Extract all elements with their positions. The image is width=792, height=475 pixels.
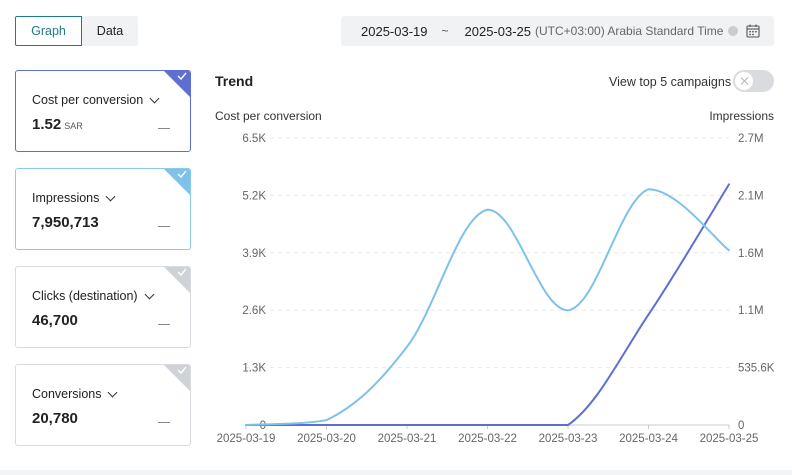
x-tick-label: 2025-03-20 <box>297 433 356 445</box>
chevron-down-icon <box>105 191 116 201</box>
top5-campaigns-toggle[interactable] <box>733 70 774 92</box>
x-tick-label: 2025-03-22 <box>458 433 517 445</box>
right-tick-label: 1.1M <box>738 305 764 317</box>
chevron-down-icon <box>149 93 160 103</box>
metric-title[interactable]: Clicks (destination) <box>32 289 155 303</box>
left-tick-label: 3.9K <box>242 248 266 260</box>
trend-chart: 0 01.3K 535.6K2.6K 1.1M3.9K 1.6M5.2K 2.1M6.5K… <box>217 133 775 445</box>
left-tick-label: 1.3K <box>242 363 266 375</box>
data-view-button[interactable]: Data <box>82 16 138 46</box>
right-tick-label: 535.6K <box>738 363 775 375</box>
cost-per-conversion-line <box>245 183 730 427</box>
unselected-checkmark-icon <box>164 365 190 391</box>
metric-value: 46,700 <box>32 312 78 329</box>
toggle-off-icon <box>735 72 753 90</box>
trend-dash <box>158 226 170 227</box>
left-tick-label: 6.5K <box>242 133 266 145</box>
timezone-label: (UTC+03:00) Arabia Standard Time <box>535 24 724 38</box>
right-tick-label: 0 <box>738 420 744 432</box>
trend-title: Trend <box>215 73 254 89</box>
metric-card-conversions[interactable]: Conversions 20,780 <box>15 364 191 446</box>
x-tick-label: 2025-03-25 <box>700 433 759 445</box>
selected-checkmark-icon <box>164 71 190 97</box>
x-tick-label: 2025-03-19 <box>217 433 276 445</box>
right-tick-label: 2.7M <box>738 133 764 145</box>
x-tick-label: 2025-03-21 <box>378 433 437 445</box>
date-start[interactable]: 2025-03-19 <box>361 23 428 39</box>
metric-card-clicks-destination[interactable]: Clicks (destination) 46,700 <box>15 266 191 348</box>
calendar-icon[interactable] <box>746 24 761 38</box>
right-tick-label: 1.6M <box>738 248 764 260</box>
trend-dash <box>158 324 170 325</box>
date-end[interactable]: 2025-03-25 <box>464 23 532 39</box>
left-tick-label: 2.6K <box>242 305 266 317</box>
footer-divider <box>0 470 792 475</box>
metric-card-impressions[interactable]: Impressions 7,950,713 <box>15 168 191 250</box>
view-toggle: Graph Data <box>15 16 138 46</box>
info-icon[interactable] <box>728 26 739 36</box>
right-tick-label: 2.1M <box>738 190 764 202</box>
metric-card-cost-per-conversion[interactable]: Cost per conversion 1.52 SAR <box>15 70 191 152</box>
top5-campaigns-label: View top 5 campaigns <box>609 75 732 89</box>
currency-unit: SAR <box>64 121 83 131</box>
date-separator: ~ <box>441 24 449 38</box>
x-tick-label: 2025-03-24 <box>619 433 678 445</box>
graph-view-button[interactable]: Graph <box>15 16 82 46</box>
selected-checkmark-icon <box>164 169 190 195</box>
left-tick-label: 5.2K <box>242 190 266 202</box>
metric-value: 20,780 <box>32 410 78 427</box>
metric-title[interactable]: Cost per conversion <box>32 93 160 107</box>
metric-title[interactable]: Conversions <box>32 387 118 401</box>
left-axis-title: Cost per conversion <box>215 109 322 123</box>
chevron-down-icon <box>144 289 155 299</box>
date-range-picker[interactable]: 2025-03-19 ~ 2025-03-25 (UTC+03:00) Arab… <box>341 16 774 46</box>
right-axis-title: Impressions <box>709 109 774 123</box>
metric-title[interactable]: Impressions <box>32 191 116 205</box>
chevron-down-icon <box>108 387 118 397</box>
metric-value: 7,950,713 <box>32 214 99 231</box>
metric-value: 1.52 SAR <box>32 116 83 133</box>
trend-dash <box>158 128 170 129</box>
trend-dash <box>158 422 170 423</box>
impressions-line <box>245 188 730 426</box>
unselected-checkmark-icon <box>164 267 190 293</box>
x-tick-label: 2025-03-23 <box>539 433 598 445</box>
